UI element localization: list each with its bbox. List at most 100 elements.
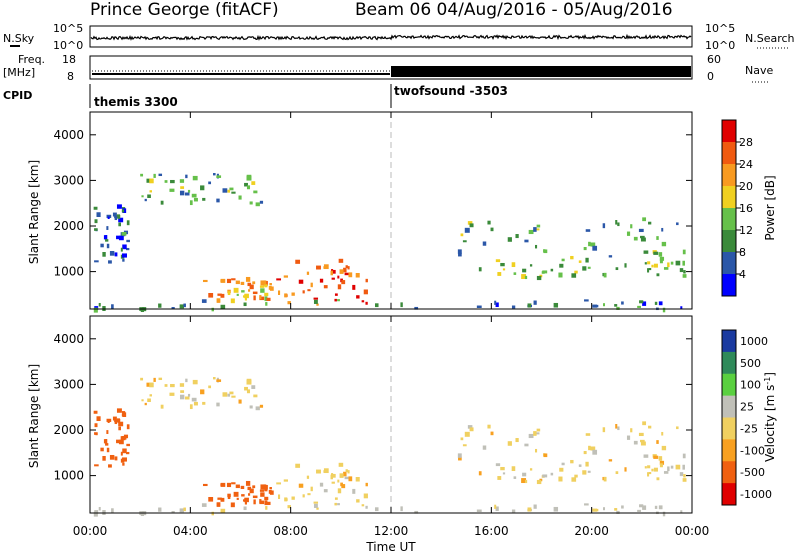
y-tick-label: 1000 bbox=[53, 469, 84, 483]
power-cell bbox=[533, 300, 537, 305]
power-cell bbox=[587, 266, 591, 269]
power-cell bbox=[670, 261, 674, 265]
power-cell bbox=[524, 239, 529, 243]
y-tick-label: 4000 bbox=[53, 332, 84, 346]
power-cell bbox=[653, 263, 658, 268]
freq-left-tick-bottom: 8 bbox=[67, 70, 74, 83]
power-cell bbox=[112, 212, 117, 217]
power-cell bbox=[105, 239, 109, 242]
power-cell bbox=[266, 297, 271, 301]
power-cell bbox=[400, 302, 403, 308]
velocity-cell bbox=[306, 475, 310, 479]
x-tick-label: 08:00 bbox=[273, 524, 308, 538]
power-colorbar: 28 24 20 16 12 8 4 Power [dB] bbox=[721, 119, 777, 297]
velocity-cell bbox=[201, 503, 207, 507]
velocity-cell bbox=[365, 482, 368, 487]
y-tick-label: 4000 bbox=[53, 128, 84, 142]
power-cell bbox=[614, 304, 618, 307]
power-cell bbox=[595, 304, 599, 308]
power-cell bbox=[244, 182, 248, 187]
velocity-cell bbox=[252, 495, 258, 499]
velocity-cell bbox=[343, 471, 347, 477]
velocity-cell bbox=[227, 393, 231, 397]
power-cell bbox=[534, 244, 538, 249]
power-cell bbox=[656, 236, 659, 240]
power-cell bbox=[365, 301, 368, 305]
power-cell bbox=[249, 201, 253, 205]
power-cell bbox=[260, 288, 265, 293]
power-cell bbox=[616, 306, 620, 310]
velocity-cell bbox=[683, 474, 686, 478]
velocity-cell bbox=[149, 394, 152, 397]
power-cell bbox=[663, 267, 669, 270]
power-cell bbox=[208, 181, 212, 185]
velocity-cell bbox=[374, 507, 379, 512]
power-cell bbox=[96, 212, 101, 218]
velocity-cell bbox=[118, 421, 124, 427]
velocity-colorbar-step bbox=[722, 395, 736, 418]
velocity-cell bbox=[337, 479, 340, 483]
power-cell bbox=[117, 215, 121, 219]
nsky-frame bbox=[89, 25, 693, 48]
power-colorbar-step bbox=[722, 142, 736, 165]
power-cell bbox=[310, 282, 313, 288]
power-cell bbox=[269, 283, 272, 286]
nave-dense-block bbox=[391, 66, 691, 77]
velocity-cell bbox=[490, 431, 494, 436]
power-cell bbox=[543, 249, 548, 254]
velocity-cell bbox=[651, 468, 654, 472]
power-cell bbox=[201, 299, 207, 303]
power-cell bbox=[585, 257, 589, 263]
nave-right-tick-bottom: 0 bbox=[707, 70, 714, 83]
velocity-cell bbox=[587, 470, 591, 473]
power-cell bbox=[191, 193, 197, 198]
velocity-cell bbox=[679, 472, 684, 477]
power-cell bbox=[236, 293, 239, 296]
velocity-colorbar-tick-label: 1000 bbox=[740, 335, 768, 348]
cpid-program-1: themis 3300 bbox=[94, 95, 178, 109]
velocity-cell bbox=[561, 462, 565, 466]
velocity-cell bbox=[266, 501, 271, 505]
velocity-cell bbox=[140, 377, 144, 381]
power-cell bbox=[216, 198, 220, 203]
power-cell bbox=[339, 269, 344, 274]
power-cell bbox=[235, 280, 240, 285]
x-tick-label: 04:00 bbox=[173, 524, 208, 538]
power-cell bbox=[676, 222, 679, 226]
power-colorbar-ticks: 28 24 20 16 12 8 4 bbox=[736, 136, 753, 281]
velocity-cell bbox=[588, 445, 591, 451]
power-colorbar-step bbox=[722, 186, 736, 209]
velocity-cell bbox=[220, 497, 225, 502]
velocity-cell bbox=[644, 466, 647, 469]
velocity-cell bbox=[240, 485, 245, 489]
cpid-panel: CPID themis 3300 twofsound -3503 bbox=[3, 84, 508, 109]
power-cell bbox=[653, 251, 659, 255]
freq-panel: Freq. [MHz] 18 8 60 0 Nave bbox=[3, 53, 773, 83]
y-tick-label: 1000 bbox=[53, 265, 84, 279]
power-cell bbox=[122, 244, 127, 250]
velocity-cell bbox=[513, 476, 517, 479]
velocity-cell bbox=[202, 483, 208, 487]
velocity-cell bbox=[676, 426, 679, 430]
velocity-cell bbox=[603, 507, 606, 511]
velocity-cell bbox=[528, 433, 534, 439]
power-cell bbox=[352, 284, 356, 290]
power-cell bbox=[337, 299, 340, 302]
velocity-cell bbox=[583, 450, 587, 455]
power-cell bbox=[158, 303, 162, 308]
velocity-cell bbox=[122, 462, 125, 466]
power-cell bbox=[179, 179, 185, 183]
velocity-cell bbox=[247, 486, 252, 491]
power-cell bbox=[189, 200, 193, 206]
power-cell bbox=[331, 277, 335, 280]
velocity-cell bbox=[100, 447, 104, 452]
velocity-cell bbox=[146, 382, 151, 387]
power-cell bbox=[683, 270, 686, 274]
velocity-colorbar-step bbox=[722, 330, 736, 353]
power-cell bbox=[495, 259, 501, 263]
velocity-cell bbox=[524, 443, 529, 447]
power-cell bbox=[192, 175, 198, 181]
power-cell bbox=[536, 275, 542, 281]
power-cell bbox=[233, 287, 239, 293]
power-cell bbox=[231, 191, 236, 194]
